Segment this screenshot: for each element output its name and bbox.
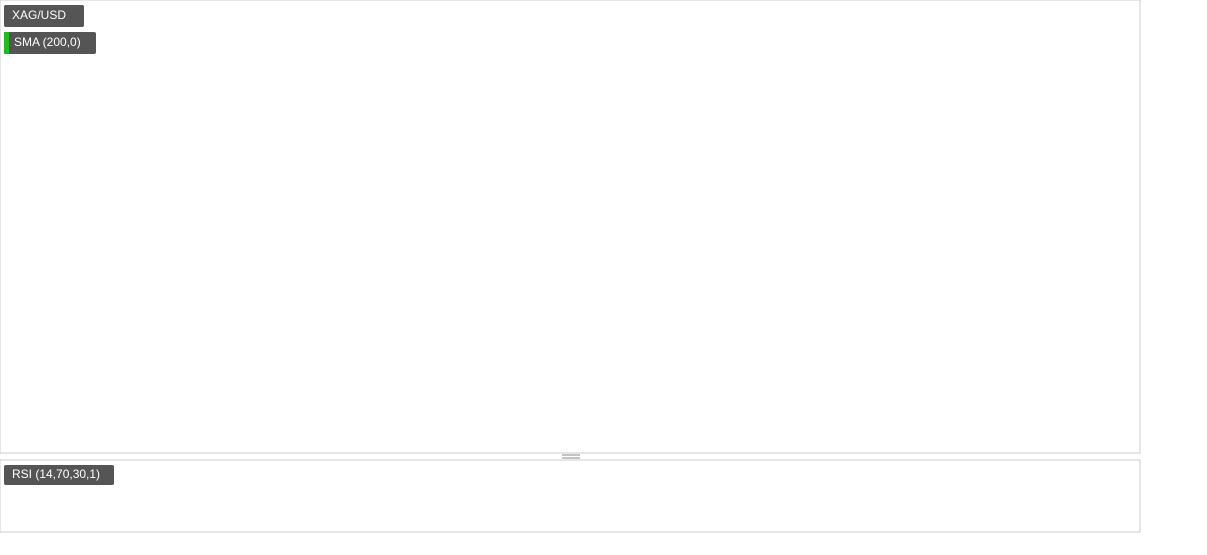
legend-label: SMA (200,0)	[14, 35, 81, 49]
legend-box	[4, 32, 96, 54]
panel-handle[interactable]	[562, 454, 580, 459]
legend-box	[4, 5, 84, 27]
main-panel	[0, 0, 1141, 454]
legend-swatch	[4, 32, 9, 54]
legend-label: RSI (14,70,30,1)	[12, 467, 100, 481]
legend-label: XAG/USD	[12, 8, 66, 22]
labels: XAG/USD SMA (200,0) RSI (14,70,30,1)	[4, 5, 114, 485]
legend-box	[4, 465, 114, 485]
rsi-panel	[0, 459, 1141, 533]
